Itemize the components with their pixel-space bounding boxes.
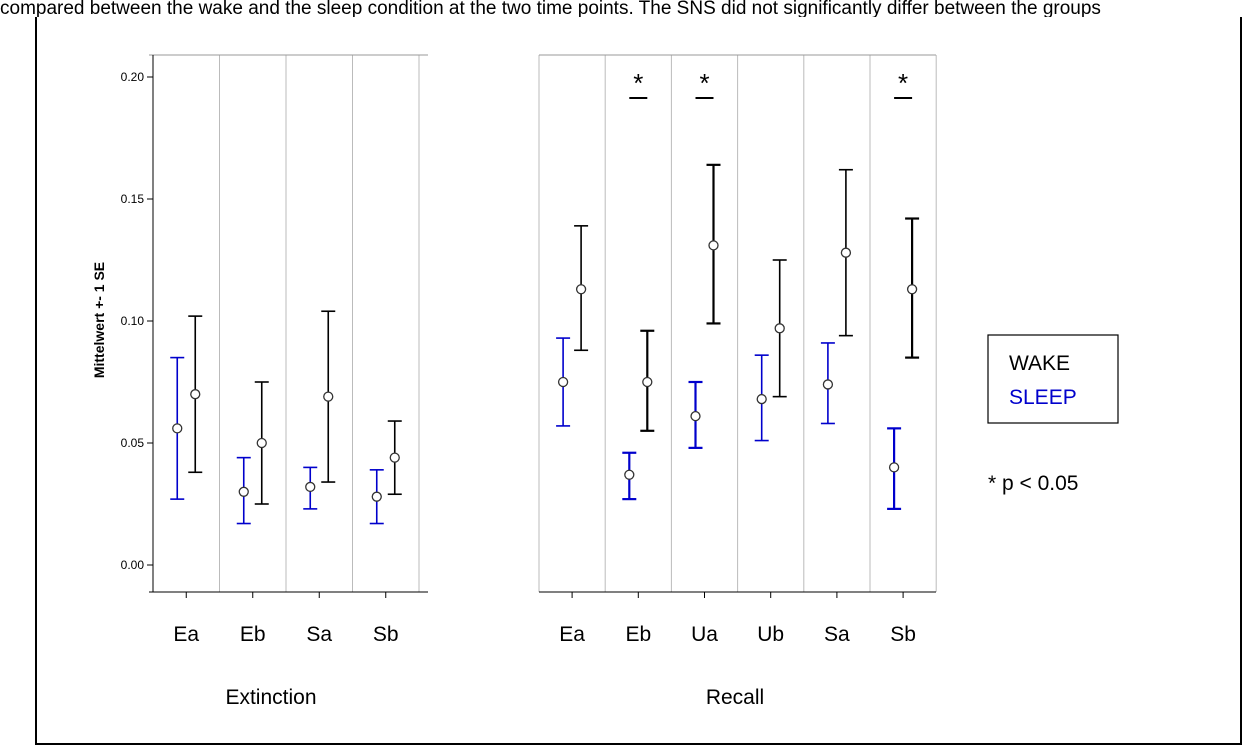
x-tick-label: Sa bbox=[306, 623, 332, 646]
mean-marker-sleep bbox=[371, 491, 382, 502]
recall-panel: Ea Eb Ua Ub Sa Sb * * * bbox=[538, 54, 937, 646]
mean-marker-wake bbox=[190, 389, 201, 400]
mean-marker-wake bbox=[256, 437, 267, 449]
x-tick-label: Sa bbox=[824, 623, 850, 646]
legend-item-wake: WAKE bbox=[1009, 352, 1070, 375]
x-tick-label: Ua bbox=[691, 623, 718, 646]
x-tick-label: Eb bbox=[240, 623, 266, 646]
x-tick-label: Ea bbox=[559, 623, 585, 646]
mean-marker-sleep bbox=[822, 379, 834, 390]
significance-star: * bbox=[633, 68, 643, 98]
x-tick-label: Eb bbox=[625, 623, 651, 646]
y-tick-label: 0.15 bbox=[121, 192, 145, 206]
mean-marker-sleep bbox=[624, 469, 635, 480]
mean-marker-sleep bbox=[888, 462, 900, 473]
mean-marker-wake bbox=[642, 376, 653, 388]
legend: WAKE SLEEP bbox=[987, 334, 1119, 424]
mean-marker-wake bbox=[389, 452, 400, 463]
mean-marker-wake bbox=[708, 240, 719, 251]
mean-marker-wake bbox=[906, 284, 918, 295]
x-tick-label: Sb bbox=[373, 623, 399, 646]
caption-fragment: compared between the wake and the sleep … bbox=[0, 0, 1101, 17]
mean-marker-wake bbox=[774, 323, 785, 334]
extinction-group-label: Extinction bbox=[225, 686, 316, 709]
mean-marker-wake bbox=[323, 391, 334, 402]
figure-frame bbox=[35, 17, 1242, 745]
y-axis-label: Mittelwert +- 1 SE bbox=[91, 262, 107, 378]
mean-marker-wake bbox=[840, 247, 852, 258]
y-tick-label: 0.05 bbox=[121, 436, 145, 450]
y-tick-label: 0.10 bbox=[121, 314, 145, 328]
significance-star: * bbox=[699, 68, 709, 98]
mean-marker-sleep bbox=[305, 481, 316, 493]
legend-item-sleep: SLEEP bbox=[1009, 386, 1077, 409]
legend-box bbox=[987, 334, 1119, 424]
mean-marker-sleep bbox=[172, 423, 183, 434]
mean-marker-sleep bbox=[238, 486, 249, 497]
x-tick-label: Sb bbox=[890, 623, 916, 646]
y-tick-label: 0.00 bbox=[121, 558, 145, 572]
y-tick-label: 0.20 bbox=[121, 70, 145, 84]
mean-marker-wake bbox=[575, 284, 587, 295]
x-tick-label: Ub bbox=[757, 623, 784, 646]
significance-annotation: * p < 0.05 bbox=[988, 472, 1079, 495]
significance-star: * bbox=[898, 68, 908, 98]
mean-marker-sleep bbox=[557, 376, 569, 388]
recall-group-label: Recall bbox=[706, 686, 764, 709]
mean-marker-sleep bbox=[756, 393, 767, 405]
x-tick-label: Ea bbox=[173, 623, 199, 646]
mean-marker-sleep bbox=[690, 411, 701, 422]
extinction-panel: 0.00 0.05 0.10 0.15 0.20 Ea Eb Sa Sb bbox=[121, 54, 428, 646]
